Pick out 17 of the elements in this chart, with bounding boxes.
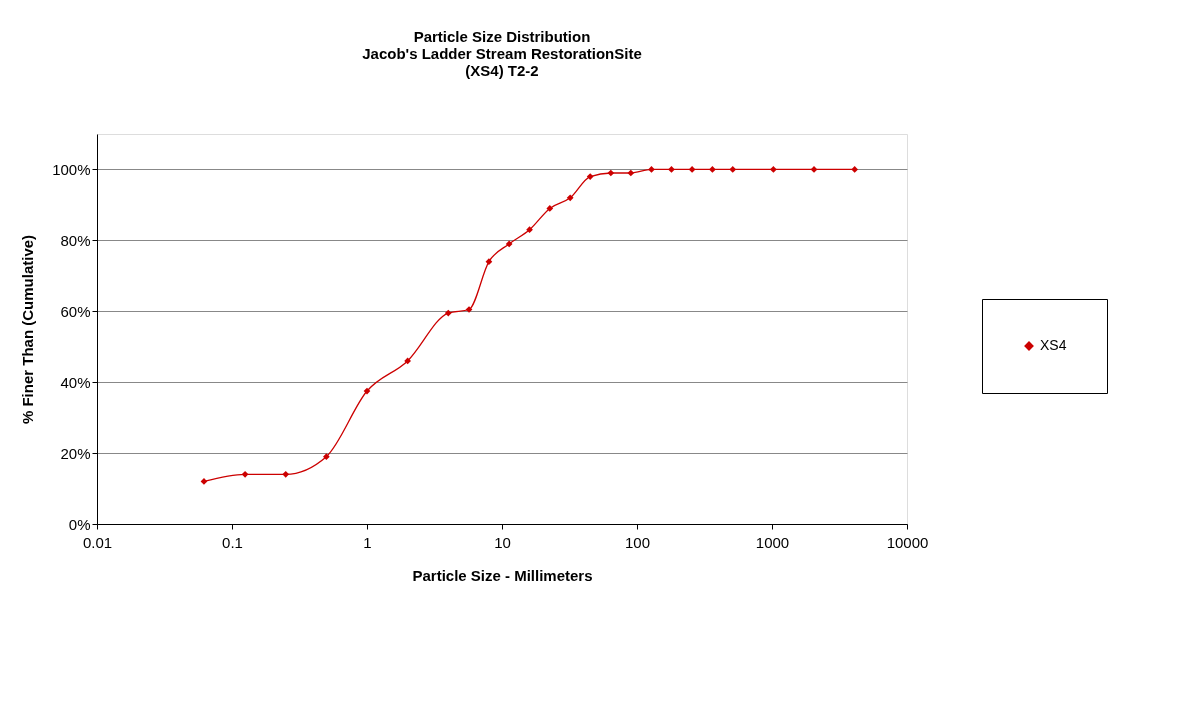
y-tick-label: 0% bbox=[68, 515, 91, 533]
legend-label: XS4 bbox=[1040, 337, 1067, 353]
y-tick-label: 40% bbox=[60, 373, 91, 391]
x-tick-label: 1000 bbox=[755, 533, 790, 551]
y-tick-label: 80% bbox=[60, 231, 91, 249]
x-tick-label: 10 bbox=[494, 533, 511, 551]
y-axis-title: % Finer Than (Cumulative) bbox=[19, 234, 37, 425]
x-tick-label: 100 bbox=[624, 533, 651, 551]
y-tick-label: 100% bbox=[52, 160, 91, 178]
y-tick-label: 20% bbox=[60, 444, 91, 462]
chart-title: Particle Size Distribution Jacob's Ladder Stream RestorationSite (XS4) T2-2 bbox=[362, 28, 642, 79]
y-tick-label: 60% bbox=[60, 302, 91, 320]
x-tick-label: 0.01 bbox=[82, 533, 113, 551]
x-axis-title: Particle Size - Millimeters bbox=[412, 566, 593, 584]
x-tick-label: 1 bbox=[363, 533, 372, 551]
x-tick-label: 0.1 bbox=[222, 533, 243, 551]
x-tick-label: 10000 bbox=[886, 533, 929, 551]
